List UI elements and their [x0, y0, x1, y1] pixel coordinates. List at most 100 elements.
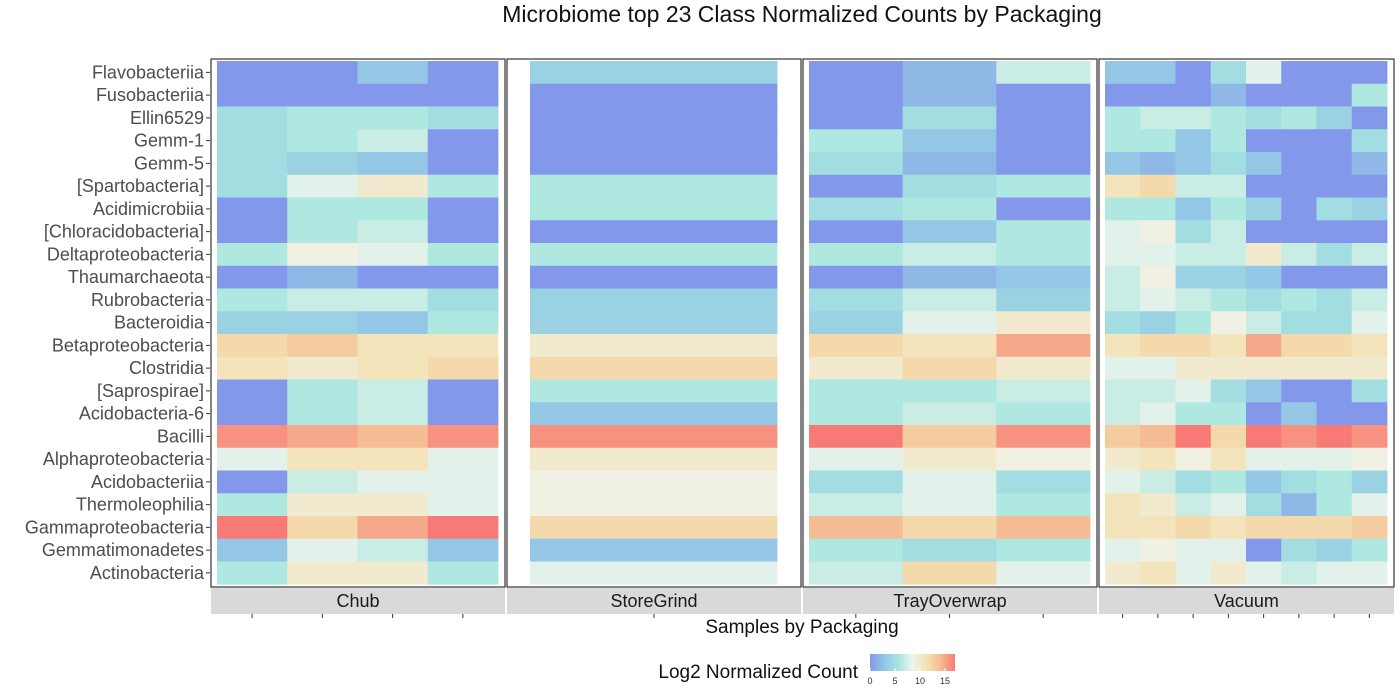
- heatmap-cell: [357, 493, 429, 517]
- heatmap-cell: [902, 288, 997, 312]
- heatmap-cell: [1316, 334, 1353, 358]
- heatmap-cell: [1316, 402, 1353, 426]
- heatmap-cell: [809, 334, 904, 358]
- heatmap-cell: [809, 447, 904, 471]
- heatmap-cell: [902, 311, 997, 335]
- heatmap-cell: [1140, 402, 1176, 426]
- heatmap-cell: [357, 561, 429, 585]
- row-label: Acidobacteria-6: [79, 404, 204, 424]
- heatmap-cell: [902, 265, 997, 289]
- heatmap-cell: [1175, 197, 1212, 221]
- heatmap-cell: [427, 538, 499, 562]
- heatmap-cell: [530, 220, 778, 244]
- heatmap-cell: [1281, 402, 1317, 426]
- heatmap-cell: [1140, 174, 1176, 198]
- heatmap-cell: [1281, 265, 1317, 289]
- heatmap-cell: [1140, 425, 1176, 449]
- heatmap-cell: [1351, 334, 1388, 358]
- row-label: Gemmatimonadetes: [42, 540, 204, 560]
- heatmap-cell: [996, 174, 1091, 198]
- heatmap-cell: [287, 288, 358, 312]
- heatmap-cell: [357, 129, 429, 153]
- heatmap-cell: [1281, 83, 1317, 107]
- heatmap-cell: [902, 538, 997, 562]
- heatmap-cell: [996, 265, 1091, 289]
- heatmap-cell: [357, 379, 429, 403]
- heatmap-cell: [996, 334, 1091, 358]
- heatmap-cell: [530, 129, 778, 153]
- heatmap-cell: [996, 447, 1091, 471]
- heatmap-cell: [1175, 220, 1212, 244]
- heatmap-cell: [530, 83, 778, 107]
- heatmap-cell: [287, 493, 358, 517]
- heatmap-cell: [1246, 265, 1282, 289]
- heatmap-cell: [1210, 425, 1247, 449]
- heatmap-cell: [1351, 152, 1388, 176]
- heatmap-cell: [809, 174, 904, 198]
- heatmap-cell: [287, 129, 358, 153]
- row-label: [Spartobacteria]: [77, 176, 204, 196]
- heatmap-cell: [427, 493, 499, 517]
- heatmap-cell: [530, 538, 778, 562]
- heatmap-cell: [357, 356, 429, 380]
- heatmap-cell: [530, 470, 778, 494]
- legend-tick-label: 10: [915, 676, 925, 686]
- heatmap-cell: [1210, 561, 1247, 585]
- heatmap-cell: [1175, 402, 1212, 426]
- heatmap-cell: [996, 129, 1091, 153]
- heatmap-cell: [902, 447, 997, 471]
- heatmap-cell: [902, 83, 997, 107]
- heatmap-cell: [1351, 311, 1388, 335]
- heatmap-cell: [902, 152, 997, 176]
- heatmap-cell: [809, 402, 904, 426]
- heatmap-cell: [1175, 356, 1212, 380]
- heatmap-cell: [1281, 425, 1317, 449]
- heatmap-cell: [1105, 197, 1141, 221]
- heatmap-cell: [427, 106, 499, 130]
- heatmap-cell: [1140, 152, 1176, 176]
- heatmap-cell: [1105, 402, 1141, 426]
- heatmap-cell: [217, 174, 288, 198]
- heatmap-cell: [530, 311, 778, 335]
- heatmap-cell: [1175, 265, 1212, 289]
- heatmap-cell: [1351, 538, 1388, 562]
- heatmap-cell: [1316, 61, 1353, 85]
- heatmap-cell: [1351, 220, 1388, 244]
- heatmap-cell: [1140, 83, 1176, 107]
- heatmap-cell: [809, 516, 904, 540]
- heatmap-cell: [357, 425, 429, 449]
- heatmap-cell: [530, 561, 778, 585]
- heatmap-cell: [1140, 288, 1176, 312]
- heatmap-cell: [1351, 356, 1388, 380]
- panel-storegrind: StoreGrind: [506, 58, 802, 618]
- heatmap-cell: [1281, 129, 1317, 153]
- heatmap-cell: [1246, 334, 1282, 358]
- heatmap-cell: [1210, 129, 1247, 153]
- heatmap-cell: [1351, 197, 1388, 221]
- row-label: [Saprospirae]: [97, 381, 204, 401]
- heatmap-cell: [1246, 197, 1282, 221]
- heatmap-cell: [1175, 152, 1212, 176]
- heatmap-cell: [217, 334, 288, 358]
- heatmap-cell: [1281, 288, 1317, 312]
- heatmap-cell: [427, 447, 499, 471]
- heatmap-cell: [1281, 493, 1317, 517]
- legend-tick-label: 0: [867, 676, 872, 686]
- heatmap-cell: [427, 311, 499, 335]
- heatmap-cell: [357, 334, 429, 358]
- heatmap-cell: [357, 470, 429, 494]
- heatmap-cell: [1210, 288, 1247, 312]
- heatmap-cell: [1351, 288, 1388, 312]
- heatmap-cell: [357, 152, 429, 176]
- row-label: Acidobacteriia: [91, 472, 205, 492]
- heatmap-cell: [1140, 311, 1176, 335]
- heatmap-cell: [530, 61, 778, 85]
- heatmap-cell: [809, 379, 904, 403]
- heatmap-cell: [427, 356, 499, 380]
- heatmap-cell: [1246, 61, 1282, 85]
- heatmap-cell: [1210, 243, 1247, 267]
- heatmap-cell: [1281, 516, 1317, 540]
- heatmap-cell: [1140, 447, 1176, 471]
- heatmap-cell: [1246, 516, 1282, 540]
- heatmap-cell: [1316, 425, 1353, 449]
